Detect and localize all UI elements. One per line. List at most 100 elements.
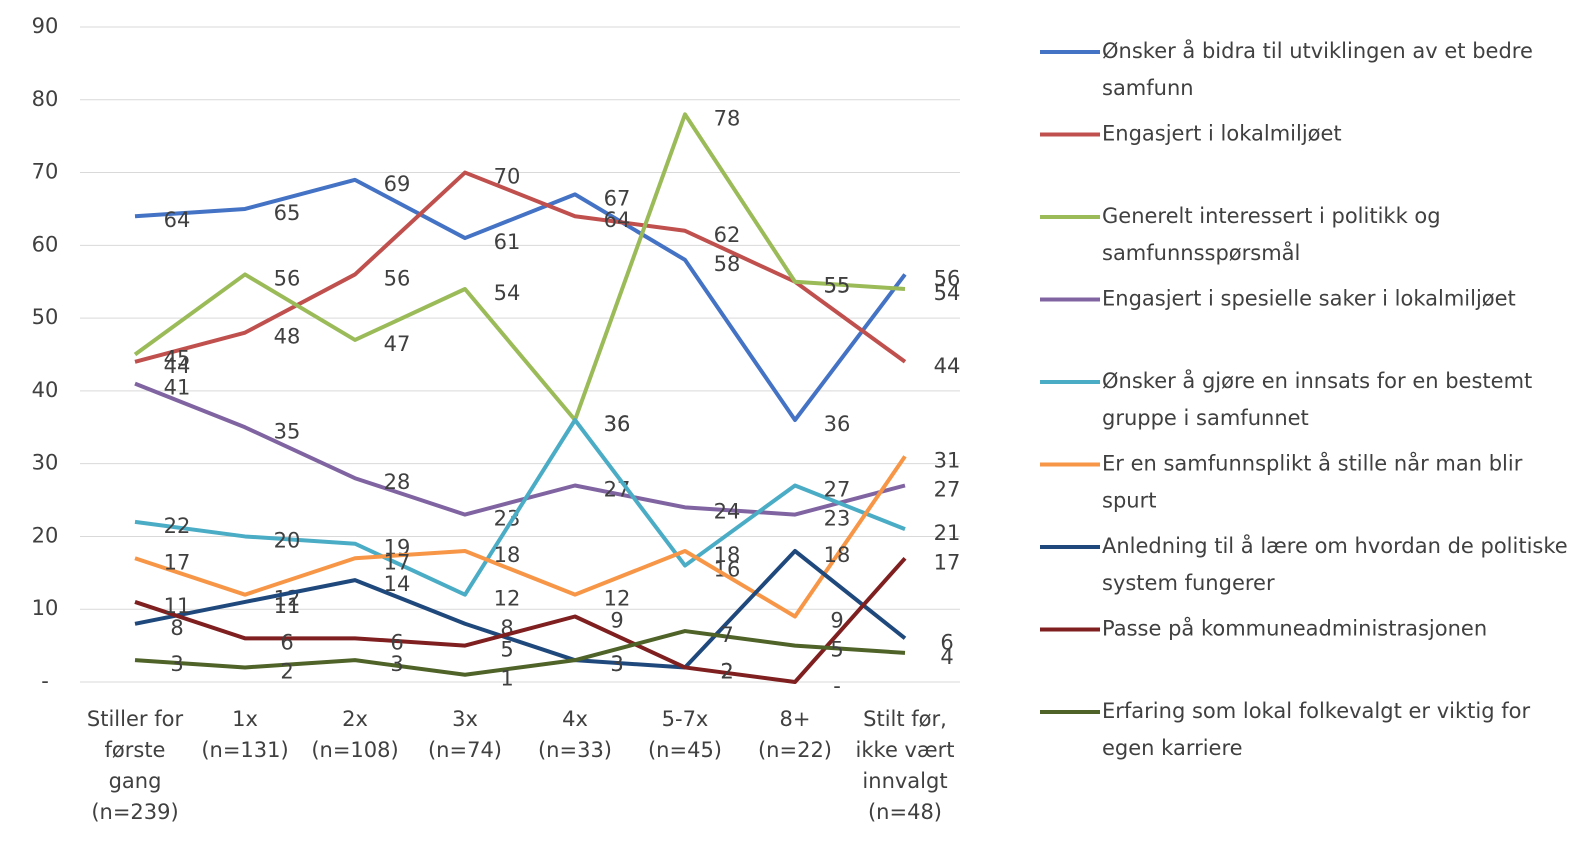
- data-label: 78: [714, 106, 741, 130]
- data-label: 54: [494, 281, 521, 305]
- y-tick-label: 70: [32, 160, 59, 184]
- data-label: 27: [934, 478, 961, 502]
- data-label: 54: [934, 281, 961, 305]
- data-label: 62: [714, 223, 741, 247]
- data-label: 20: [274, 528, 301, 552]
- series-line: [134, 556, 907, 684]
- data-label: 11: [164, 594, 191, 618]
- data-label: 2: [720, 659, 733, 683]
- x-tick-label: Stiller for første gang (n=239): [87, 707, 184, 824]
- data-label: 14: [384, 572, 411, 596]
- data-label: 2: [280, 659, 293, 683]
- data-label: 3: [170, 652, 183, 676]
- data-label: 35: [274, 419, 301, 443]
- y-tick-label: 30: [32, 451, 59, 475]
- data-label: 9: [830, 609, 843, 633]
- data-label: 36: [824, 412, 851, 436]
- legend-label: Ønsker å bidra til utviklingen av et bed…: [1102, 38, 1533, 100]
- data-label: 7: [720, 623, 733, 647]
- legend-label: Engasjert i lokalmiljøet: [1102, 122, 1342, 146]
- data-label: 6: [390, 630, 403, 654]
- data-label: 36: [604, 412, 631, 436]
- series-line: [134, 455, 907, 619]
- data-label: 5: [500, 638, 513, 662]
- legend-label: Anledning til å lære om hvordan de polit…: [1102, 533, 1568, 595]
- series-line: [133, 112, 906, 422]
- data-label: 23: [824, 507, 851, 531]
- data-label: 3: [610, 652, 623, 676]
- x-tick-label: 5-7x (n=45): [648, 707, 722, 762]
- data-label: 65: [274, 201, 301, 225]
- data-label: 61: [494, 230, 521, 254]
- data-label: 21: [934, 521, 961, 545]
- data-label: 56: [384, 266, 411, 290]
- data-label: 24: [714, 499, 741, 523]
- data-label: 6: [940, 630, 953, 654]
- data-label: 12: [604, 587, 631, 611]
- legend-label: Erfaring som lokal folkevalgt er viktig …: [1102, 699, 1530, 760]
- data-label: 48: [274, 325, 301, 349]
- data-label: 3: [390, 652, 403, 676]
- data-label: 64: [164, 208, 191, 232]
- y-tick-label: 20: [32, 523, 59, 547]
- legend-label: Generelt interessert i politikk og samfun…: [1102, 204, 1441, 265]
- series-line: [134, 381, 906, 517]
- y-tick-label: 80: [32, 87, 59, 111]
- data-label: 27: [824, 478, 851, 502]
- data-label: 64: [604, 208, 631, 232]
- x-tick-label: 1x (n=131): [201, 707, 288, 762]
- data-label: 56: [274, 266, 301, 290]
- data-label: 28: [384, 470, 411, 494]
- series-line: [134, 170, 907, 364]
- data-label: 47: [384, 332, 411, 356]
- y-tick-label: 10: [32, 596, 59, 620]
- data-label: 18: [494, 543, 521, 567]
- x-tick-label: 8+ (n=22): [758, 707, 832, 762]
- legend-label: Er en samfunnsplikt å stille når man bli…: [1102, 451, 1523, 513]
- data-label: 36: [604, 412, 631, 436]
- data-label: 69: [384, 172, 411, 196]
- legend-label: Passe på kommuneadministrasjonen: [1102, 616, 1487, 641]
- data-label: 70: [494, 165, 521, 189]
- series-line: [134, 549, 907, 670]
- x-tick-label: 4x (n=33): [538, 707, 612, 762]
- data-label: 22: [164, 514, 191, 538]
- series-line: [134, 629, 906, 677]
- legend-label: Ønsker å gjøre en innsats for en bestemt…: [1102, 368, 1532, 430]
- y-tick-label: 40: [32, 378, 59, 402]
- data-label: 55: [824, 274, 851, 298]
- data-label: 56: [934, 266, 961, 290]
- data-label: 17: [934, 550, 961, 574]
- data-label: 31: [934, 448, 961, 472]
- y-tick-label: 50: [32, 305, 59, 329]
- data-label: 4: [940, 645, 953, 669]
- data-label: 1: [500, 667, 513, 691]
- data-label: 45: [164, 347, 191, 371]
- data-label: 18: [714, 543, 741, 567]
- data-label: 3: [610, 652, 623, 676]
- y-tick-label: 60: [32, 232, 59, 256]
- x-tick-label: 3x (n=74): [428, 707, 502, 762]
- y-tick-label: 90: [32, 14, 59, 38]
- data-label: 9: [610, 609, 623, 633]
- data-label: -: [833, 674, 841, 698]
- series-line: [134, 418, 906, 597]
- data-label: 8: [170, 616, 183, 640]
- data-label: 17: [384, 550, 411, 574]
- data-label: 12: [494, 587, 521, 611]
- data-label: 44: [164, 354, 191, 378]
- data-label: 5: [830, 638, 843, 662]
- data-label: 41: [164, 376, 191, 400]
- x-tick-label: 2x (n=108): [311, 707, 398, 762]
- data-label: 6: [280, 630, 293, 654]
- y-tick-label: -: [41, 669, 49, 693]
- series-line: [134, 177, 907, 422]
- data-label: 17: [164, 550, 191, 574]
- data-label: 11: [274, 594, 301, 618]
- legend-label: Engasjert i spesielle saker i lokalmiljø…: [1102, 287, 1516, 311]
- x-tick-label: Stilt før, ikke vært innvalgt (n=48): [856, 707, 955, 824]
- data-label: 67: [604, 186, 631, 210]
- data-label: 18: [824, 543, 851, 567]
- data-label: 44: [934, 354, 961, 378]
